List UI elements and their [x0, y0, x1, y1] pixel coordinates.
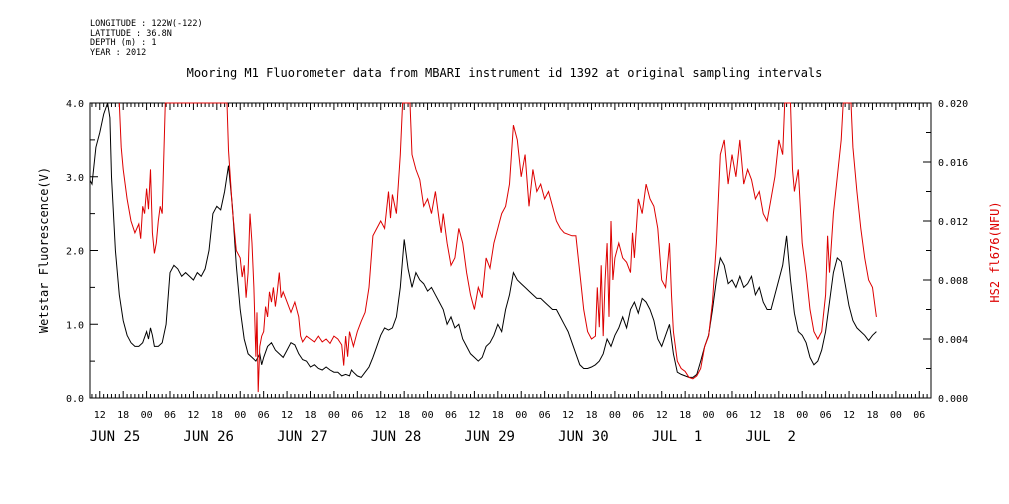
- x-date-label: JUL 1: [652, 429, 703, 445]
- x-hour-tick-label: 18: [585, 410, 597, 421]
- x-hour-tick-label: 06: [351, 410, 363, 421]
- wetstar-fluorescence-line: [89, 102, 877, 379]
- plot-frame: [89, 102, 932, 399]
- left-y-tick-label: 1.0: [66, 320, 84, 331]
- latitude-label: LATITUDE : 36.8N: [90, 28, 172, 39]
- x-hour-tick-label: 00: [422, 410, 434, 421]
- x-date-label: JUN 25: [90, 429, 141, 445]
- right-y-tick-label: 0.008: [938, 276, 968, 287]
- left-y-axis-label: Wetstar Fluorescence(V): [37, 167, 51, 333]
- x-hour-tick-label: 00: [703, 410, 715, 421]
- x-hour-tick-label: 06: [445, 410, 457, 421]
- x-hour-tick-label: 00: [890, 410, 902, 421]
- x-hour-tick-label: 06: [164, 410, 176, 421]
- x-date-label: JUN 27: [277, 429, 328, 445]
- x-hour-tick-label: 18: [398, 410, 410, 421]
- x-hour-tick-label: 00: [515, 410, 527, 421]
- x-hour-tick-label: 18: [117, 410, 129, 421]
- x-date-label: JUL 2: [745, 429, 796, 445]
- series-lines: [89, 102, 877, 393]
- left-y-tick-label: 2.0: [66, 247, 84, 258]
- x-date-label: JUN 26: [183, 429, 234, 445]
- x-hour-tick-label: 06: [913, 410, 925, 421]
- metadata-block: LONGITUDE : 122W(-122) LATITUDE : 36.8N …: [90, 19, 203, 58]
- x-hour-tick-label: 06: [539, 410, 551, 421]
- right-y-axis-label: HS2 fl676(NFU): [988, 201, 1002, 302]
- x-hour-tick-label: 00: [609, 410, 621, 421]
- left-y-tick-label: 4.0: [66, 99, 84, 110]
- x-hour-tick-label: 00: [328, 410, 340, 421]
- chart-title: Mooring M1 Fluorometer data from MBARI i…: [186, 66, 823, 80]
- x-hour-tick-label: 12: [656, 410, 668, 421]
- x-hour-tick-label: 06: [258, 410, 270, 421]
- x-hour-tick-label: 18: [866, 410, 878, 421]
- right-y-tick-label: 0.016: [938, 158, 968, 169]
- x-hour-tick-label: 18: [492, 410, 504, 421]
- depth-label: DEPTH (m) : 1: [90, 38, 157, 49]
- x-hour-tick-label: 06: [820, 410, 832, 421]
- year-label: YEAR : 2012: [90, 47, 147, 58]
- x-hour-tick-label: 12: [94, 410, 106, 421]
- x-date-label: JUN 28: [371, 429, 422, 445]
- hs2-fl676-line: [118, 102, 877, 393]
- x-date-label: JUN 29: [464, 429, 515, 445]
- axis-ticks: 12 18 00 06 12 18 00 06 12 18 00 06 12 18 00 06 12 18 00 06…: [66, 99, 968, 445]
- x-hour-tick-label: 18: [679, 410, 691, 421]
- x-hour-tick-label: 06: [726, 410, 738, 421]
- x-hour-tick-label: 12: [562, 410, 574, 421]
- x-hour-tick-label: 18: [304, 410, 316, 421]
- left-y-tick-label: 0.0: [66, 394, 84, 405]
- x-hour-tick-label: 12: [187, 410, 199, 421]
- x-hour-tick-label: 12: [749, 410, 761, 421]
- x-hour-tick-label: 18: [211, 410, 223, 421]
- left-y-tick-label: 3.0: [66, 173, 84, 184]
- right-y-tick-label: 0.020: [938, 99, 968, 110]
- x-hour-tick-label: 12: [281, 410, 293, 421]
- x-hour-tick-label: 00: [234, 410, 246, 421]
- x-hour-tick-label: 00: [141, 410, 153, 421]
- x-hour-tick-label: 00: [796, 410, 808, 421]
- x-date-label: JUN 30: [558, 429, 609, 445]
- right-y-tick-label: 0.000: [938, 394, 968, 405]
- x-hour-tick-label: 12: [375, 410, 387, 421]
- x-hour-tick-label: 12: [843, 410, 855, 421]
- x-hour-tick-label: 06: [632, 410, 644, 421]
- right-y-tick-label: 0.012: [938, 217, 968, 228]
- x-hour-tick-label: 18: [773, 410, 785, 421]
- x-hour-tick-label: 12: [468, 410, 480, 421]
- right-y-tick-label: 0.004: [938, 335, 968, 346]
- longitude-label: LONGITUDE : 122W(-122): [90, 19, 203, 29]
